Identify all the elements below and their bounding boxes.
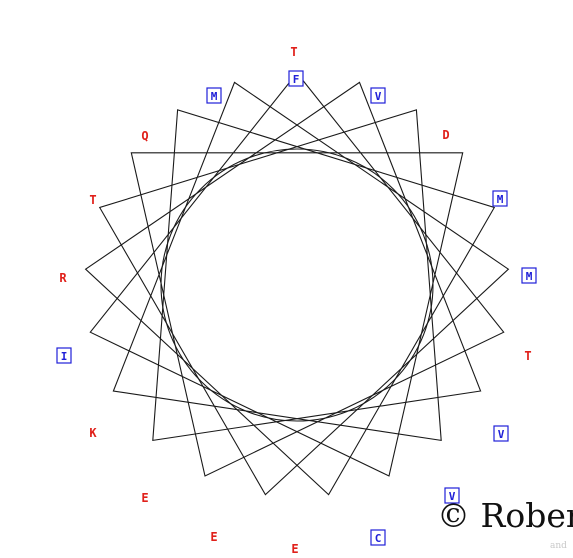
labels-layer: T V D M M T V V C E E E K I R T Q M F [56,45,537,556]
label-18-f: F [288,70,304,87]
label-text: M [526,270,533,283]
label-text: E [291,542,298,556]
label-17-m: M [206,87,222,104]
label-text: T [89,193,96,207]
label-15-t: T [89,193,96,207]
label-6-v: V [493,425,509,442]
copyright-subtext: and [550,541,567,551]
star-polygon-c [98,81,510,496]
label-9-e: E [291,542,298,556]
label-text: T [524,349,531,363]
label-13-i: I [56,347,72,364]
label-1-v: V [370,87,386,104]
star-polygon-a [89,72,505,477]
label-text: M [211,90,218,103]
label-box [56,347,72,364]
label-box [288,70,304,87]
label-box [370,87,386,104]
star-polygon-b [84,81,496,496]
inner-circle [160,148,434,422]
label-text: E [210,530,217,544]
label-text: Q [141,129,148,143]
label-text: K [89,426,97,440]
label-text: T [290,45,297,59]
label-text: V [498,428,505,441]
label-text: D [442,128,449,142]
copyright-notice: © Rober [437,496,573,535]
label-3-m: M [492,190,508,207]
label-box [493,425,509,442]
label-2-d: D [442,128,449,142]
label-7-v: V [444,487,460,504]
label-box [492,190,508,207]
label-11-e: E [141,491,148,505]
label-0-t: T [290,45,297,59]
label-text: I [61,350,68,363]
label-8-c: C [370,529,386,546]
label-14-r: R [59,271,67,285]
label-5-t: T [524,349,531,363]
label-box [521,267,537,284]
label-text: V [449,490,456,503]
label-text: R [59,271,67,285]
label-text: M [497,193,504,206]
label-text: F [293,73,300,86]
label-text: C [375,532,382,545]
label-12-k: K [89,426,97,440]
label-text: E [141,491,148,505]
label-text: V [375,90,382,103]
label-10-e: E [210,530,217,544]
label-16-q: Q [141,129,148,143]
label-box [370,529,386,546]
label-box [444,487,460,504]
label-box [206,87,222,104]
label-4-m: M [521,267,537,284]
